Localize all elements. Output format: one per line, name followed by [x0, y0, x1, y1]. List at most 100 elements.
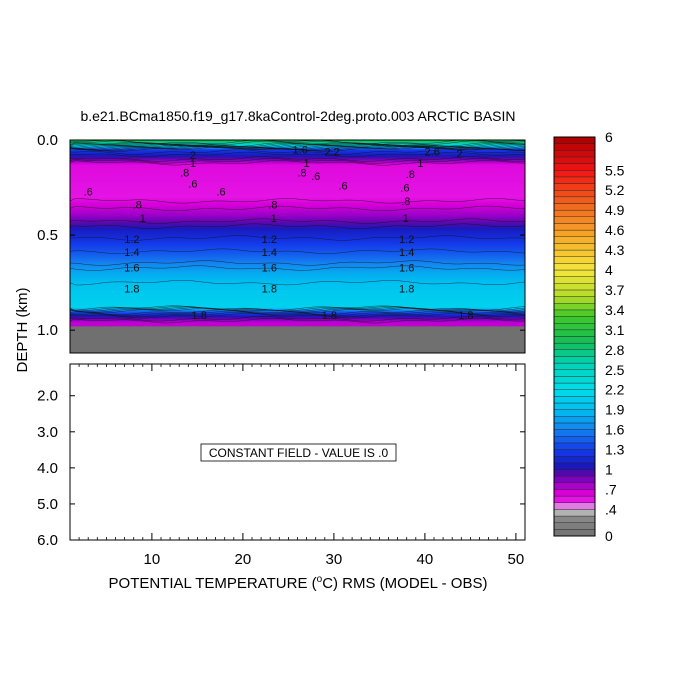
lower-y-tick-label: 6.0 — [37, 532, 58, 549]
depth-band — [70, 284, 525, 287]
colorbar-label: 1 — [605, 462, 613, 478]
depth-band — [70, 242, 525, 245]
depth-band — [70, 322, 525, 325]
colorbar-segment — [553, 502, 596, 510]
upper-y-tick-label: 0.5 — [37, 227, 58, 244]
depth-band — [70, 325, 525, 327]
depth-band — [70, 217, 525, 220]
colorbar-segment — [553, 356, 596, 364]
depth-band — [70, 315, 525, 318]
depth-band — [70, 235, 525, 237]
depth-band — [70, 157, 525, 159]
contour-lines — [70, 140, 525, 324]
contour-line — [70, 151, 525, 158]
contour-label: 1.4 — [262, 247, 277, 259]
depth-band — [70, 323, 525, 326]
depth-band — [70, 273, 525, 275]
depth-band — [70, 239, 525, 242]
contour-line — [70, 149, 525, 155]
x-tick-label: 40 — [417, 551, 434, 568]
depth-band — [70, 276, 525, 279]
depth-band — [70, 289, 525, 291]
depth-band — [70, 305, 525, 308]
depth-band — [70, 150, 525, 153]
land-mask — [70, 326, 525, 353]
contour-line — [70, 158, 525, 164]
colorbar-frame — [553, 136, 596, 537]
colorbar: 6 5.5 5.2 4.9 4.6 4.3 4 3.7 3.4 3.1 2.8 2.5 2.2 1.9 1.… — [553, 129, 625, 544]
depth-band — [70, 243, 525, 246]
colorbar-label: 1.6 — [605, 422, 625, 438]
depth-band — [70, 259, 525, 262]
depth-band — [70, 180, 525, 183]
depth-band — [70, 151, 525, 153]
depth-band — [70, 187, 525, 190]
depth-band — [70, 198, 525, 201]
depth-band — [70, 252, 525, 254]
contour-label: 1 — [271, 213, 277, 225]
colorbar-label: 4.6 — [605, 222, 625, 238]
depth-band — [70, 318, 525, 321]
contour-label: 1.2 — [399, 234, 414, 246]
colorbar-segment — [553, 416, 596, 424]
colorbar-segment — [553, 203, 596, 211]
depth-band — [70, 266, 525, 269]
contour-label: 1.8 — [124, 283, 139, 295]
colorbar-segment — [553, 442, 596, 450]
colorbar-label: 2.5 — [605, 362, 625, 378]
colorbar-segment — [553, 176, 596, 184]
depth-band — [70, 208, 525, 211]
depth-band — [70, 279, 525, 282]
depth-band — [70, 321, 525, 324]
contour-label: .6 — [338, 181, 347, 193]
depth-band — [70, 272, 525, 274]
depth-band — [70, 210, 525, 212]
depth-band — [70, 219, 525, 222]
depth-band — [70, 320, 525, 323]
colorbar-label: 1.9 — [605, 402, 625, 418]
colorbar-segment — [553, 376, 596, 384]
depth-band — [70, 156, 525, 158]
colorbar-label: 4.3 — [605, 242, 625, 258]
depth-band — [70, 241, 525, 244]
colorbar-segment — [553, 336, 596, 344]
depth-band — [70, 303, 525, 306]
depth-band — [70, 300, 525, 303]
depth-band — [70, 282, 525, 285]
contour-label: 1 — [304, 158, 310, 170]
depth-band — [70, 301, 525, 304]
colorbar-segment — [553, 509, 596, 517]
depth-band — [70, 196, 525, 198]
depth-band — [70, 271, 525, 273]
depth-band — [70, 309, 525, 311]
colorbar-segment — [553, 469, 596, 477]
depth-band — [70, 191, 525, 193]
colorbar-segment — [553, 276, 596, 284]
depth-band — [70, 184, 525, 187]
depth-band — [70, 307, 525, 309]
contour-line — [70, 218, 525, 224]
depth-band — [70, 182, 525, 185]
colorbar-label: 3.7 — [605, 282, 625, 298]
depth-band — [70, 173, 525, 175]
contour-line — [70, 265, 525, 271]
contour-label: 1.2 — [124, 234, 139, 246]
contour-label: 1.4 — [399, 247, 414, 259]
depth-band — [70, 237, 525, 240]
depth-band — [70, 278, 525, 281]
colorbar-segment — [553, 309, 596, 317]
depth-band — [70, 250, 525, 252]
depth-band — [70, 299, 525, 302]
x-axis-label-degree: o — [317, 574, 323, 585]
depth-band — [70, 310, 525, 312]
depth-band — [70, 295, 525, 298]
colorbar-segment — [553, 163, 596, 171]
x-tick-label: 30 — [326, 551, 343, 568]
colorbar-segment — [553, 243, 596, 251]
depth-band — [70, 203, 525, 206]
upper-y-tick-label: 0.0 — [37, 132, 58, 149]
upper-y-tick-label: 1.0 — [37, 322, 58, 339]
colorbar-segment — [553, 429, 596, 437]
contour-label: 1 — [403, 213, 409, 225]
